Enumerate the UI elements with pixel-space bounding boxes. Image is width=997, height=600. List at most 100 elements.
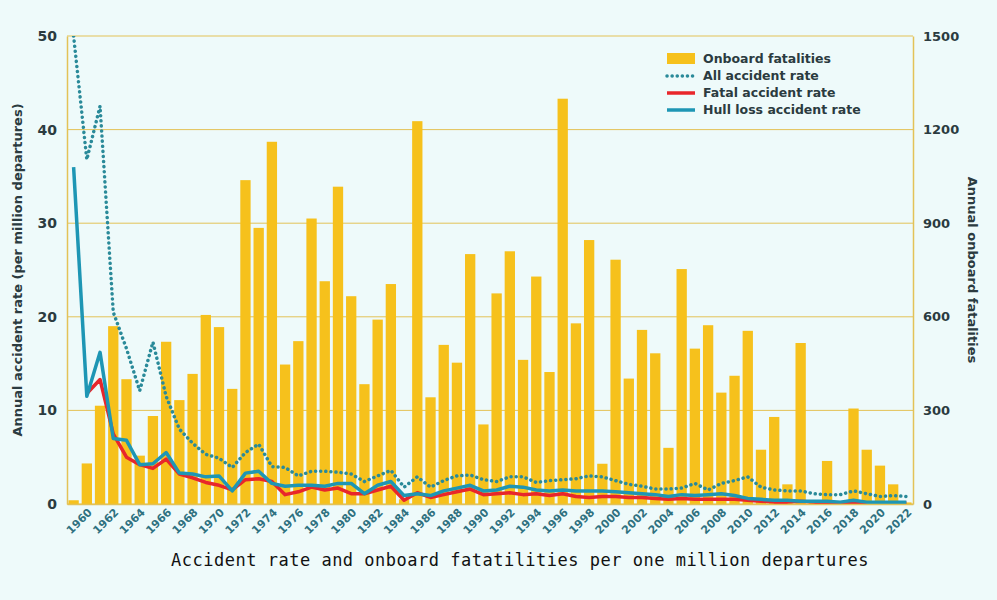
bar xyxy=(716,393,726,504)
bar xyxy=(505,251,515,504)
grid xyxy=(67,36,913,504)
tick: 1500 xyxy=(913,29,959,44)
tick: 2022 xyxy=(884,504,915,537)
tick: 1970 xyxy=(196,504,227,537)
legend-swatch xyxy=(667,91,695,95)
axis-line xyxy=(913,37,915,505)
bar xyxy=(412,121,422,504)
tick: 1976 xyxy=(276,504,307,537)
tick-label: 300 xyxy=(923,403,950,418)
legend-swatch xyxy=(667,108,695,112)
tick: 300 xyxy=(913,403,950,418)
tick: 1966 xyxy=(143,504,174,537)
tick: 2010 xyxy=(725,504,756,537)
bar xyxy=(822,461,832,504)
tick: 1984 xyxy=(381,504,412,537)
tick: 2018 xyxy=(831,504,862,537)
grid-line xyxy=(67,223,913,224)
tick-label: 2006 xyxy=(672,506,703,537)
tick: 2008 xyxy=(699,504,730,537)
tick: 1960 xyxy=(64,504,95,537)
legend-swatch xyxy=(667,74,695,78)
tick: 1980 xyxy=(328,504,359,537)
axis-line xyxy=(68,504,914,506)
plot-area xyxy=(68,36,911,504)
tick-label: 2012 xyxy=(751,506,782,537)
tick-label: 30 xyxy=(38,215,58,231)
tick-label: 2004 xyxy=(646,506,677,537)
grid-line xyxy=(67,129,913,130)
axis-title: Annual onboard fatalities xyxy=(965,177,980,364)
bar xyxy=(280,365,290,504)
bar xyxy=(875,466,885,504)
tick: 2006 xyxy=(672,504,703,537)
tick: 2016 xyxy=(804,504,835,537)
tick: 1974 xyxy=(249,504,280,537)
legend-item: Fatal accident rate xyxy=(667,85,836,100)
tick-label: 1968 xyxy=(170,506,201,537)
axis: 01020304050 xyxy=(38,28,68,512)
tick: 1968 xyxy=(170,504,201,537)
bar xyxy=(703,325,713,504)
line xyxy=(74,167,907,502)
tick: 2000 xyxy=(593,504,624,537)
legend-label: Hull loss accident rate xyxy=(703,102,861,117)
line xyxy=(87,380,907,504)
legend: Onboard fatalitiesAll accident rateFatal… xyxy=(667,51,861,117)
bar xyxy=(161,342,171,504)
bar xyxy=(306,219,316,504)
legend-item: Onboard fatalities xyxy=(667,51,831,66)
tick-label: 1500 xyxy=(923,29,959,44)
tick: 1200 xyxy=(913,122,959,137)
bar xyxy=(795,343,805,504)
tick: 1972 xyxy=(223,504,254,537)
tick: 1998 xyxy=(566,504,597,537)
tick-label: 1982 xyxy=(355,506,386,537)
tick-label: 2010 xyxy=(725,506,756,537)
tick: 1962 xyxy=(90,504,121,537)
tick-label: 2008 xyxy=(699,506,730,537)
axis-title: Annual accident rate (per million depart… xyxy=(10,103,25,436)
tick-label: 600 xyxy=(923,309,950,324)
grid-line xyxy=(67,316,913,317)
bar xyxy=(68,500,78,504)
tick-label: 0 xyxy=(923,497,932,512)
tick-label: 1974 xyxy=(249,506,280,537)
axis-line xyxy=(67,37,69,505)
legend-label: Onboard fatalities xyxy=(703,51,831,66)
tick-label: 1972 xyxy=(223,506,254,537)
tick-label: 40 xyxy=(38,122,58,138)
bar xyxy=(359,384,369,504)
bar xyxy=(650,353,660,504)
bar xyxy=(558,99,568,504)
tick-label: 1962 xyxy=(90,506,121,537)
bar xyxy=(610,260,620,504)
bar xyxy=(690,349,700,504)
tick-label: 900 xyxy=(923,216,950,231)
tick-label: 0 xyxy=(47,496,57,512)
tick: 2014 xyxy=(778,504,809,537)
tick-label: 1960 xyxy=(64,506,95,537)
bar-series xyxy=(68,99,911,504)
bar xyxy=(95,406,105,504)
tick: 1990 xyxy=(461,504,492,537)
tick: 2012 xyxy=(751,504,782,537)
tick-label: 1994 xyxy=(513,506,544,537)
tick: 0 xyxy=(913,497,932,512)
tick: 1988 xyxy=(434,504,465,537)
tick-label: 2016 xyxy=(804,506,835,537)
bar xyxy=(544,372,554,504)
bar xyxy=(82,463,92,504)
tick: 2020 xyxy=(857,504,888,537)
tick-label: 1986 xyxy=(408,506,439,537)
grid-line xyxy=(67,36,913,37)
axis: 0 300 600 900 1200 1500 xyxy=(913,29,959,512)
tick-label: 2018 xyxy=(831,506,862,537)
bar xyxy=(756,450,766,504)
bar xyxy=(452,363,462,504)
bar xyxy=(637,330,647,504)
tick: 30 xyxy=(38,215,67,231)
tick-label: 50 xyxy=(38,28,58,44)
legend-item: Hull loss accident rate xyxy=(667,102,861,117)
tick-label: 1976 xyxy=(276,506,307,537)
